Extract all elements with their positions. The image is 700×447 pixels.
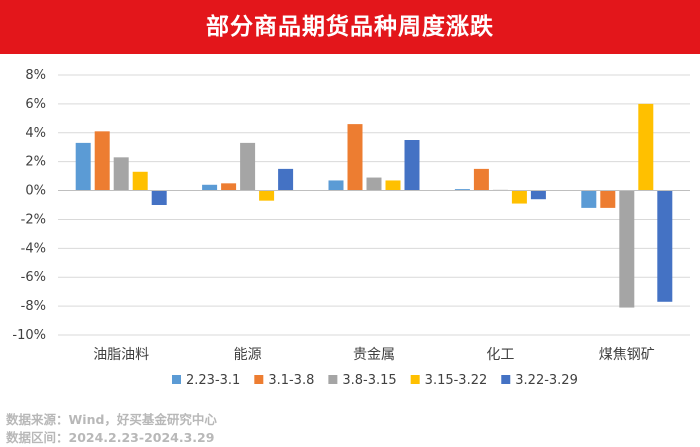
bar xyxy=(259,190,275,201)
bar xyxy=(132,171,148,191)
y-tick-label: -4% xyxy=(21,241,46,256)
bar xyxy=(619,190,635,308)
bar xyxy=(404,140,420,191)
y-tick-label: -2% xyxy=(21,212,46,227)
y-tick-label: -8% xyxy=(21,299,46,314)
legend-label: 3.15-3.22 xyxy=(425,373,488,388)
data-source-note: 数据来源：Wind，好买基金研究中心 xyxy=(6,412,217,427)
bar xyxy=(657,190,673,302)
bar xyxy=(94,131,110,191)
bar xyxy=(202,184,218,191)
bar xyxy=(638,103,654,191)
bar xyxy=(328,180,344,191)
legend-label: 3.1-3.8 xyxy=(268,373,314,388)
legend-swatch xyxy=(328,375,338,384)
x-tick-label: 能源 xyxy=(234,347,262,363)
chart-title: 部分商品期货品种周度涨跌 xyxy=(0,0,700,54)
legend-label: 3.22-3.29 xyxy=(515,373,578,388)
y-tick-label: 8% xyxy=(25,68,46,83)
y-tick-label: 2% xyxy=(25,155,46,170)
legend-label: 3.8-3.15 xyxy=(342,373,396,388)
y-tick-label: -10% xyxy=(12,328,46,343)
x-tick-label: 化工 xyxy=(486,347,514,363)
legend-swatch xyxy=(172,375,181,384)
y-tick-label: 0% xyxy=(25,184,46,199)
bar xyxy=(347,124,363,191)
bar xyxy=(151,190,167,205)
bar xyxy=(530,190,546,200)
legend-swatch xyxy=(254,375,264,384)
x-tick-label: 贵金属 xyxy=(353,347,395,363)
bar xyxy=(278,168,294,191)
legend-swatch xyxy=(410,375,420,384)
bar xyxy=(600,190,616,208)
legend-swatch xyxy=(501,375,511,384)
bar xyxy=(221,183,237,191)
x-tick-label: 煤焦钢矿 xyxy=(599,347,655,363)
bar xyxy=(240,142,256,191)
bar xyxy=(454,189,470,191)
bar xyxy=(113,157,129,191)
x-tick-label: 油脂油料 xyxy=(93,347,149,363)
bar xyxy=(581,190,597,208)
y-tick-label: -6% xyxy=(21,270,46,285)
bar xyxy=(75,142,91,191)
legend-label: 2.23-3.1 xyxy=(186,373,240,388)
bar xyxy=(473,168,489,191)
bar xyxy=(511,190,527,204)
y-tick-label: 4% xyxy=(25,126,46,141)
bar xyxy=(366,177,382,191)
data-period-note: 数据区间：2024.2.23-2024.3.29 xyxy=(6,430,215,445)
y-tick-label: 6% xyxy=(25,97,46,112)
bar xyxy=(385,180,401,191)
bar-chart: 8% 6% 4% 2% 0% -2% -4% -6% -8% -10% 油脂油料 能源 贵金属 化工 煤焦钢… xyxy=(12,68,690,388)
